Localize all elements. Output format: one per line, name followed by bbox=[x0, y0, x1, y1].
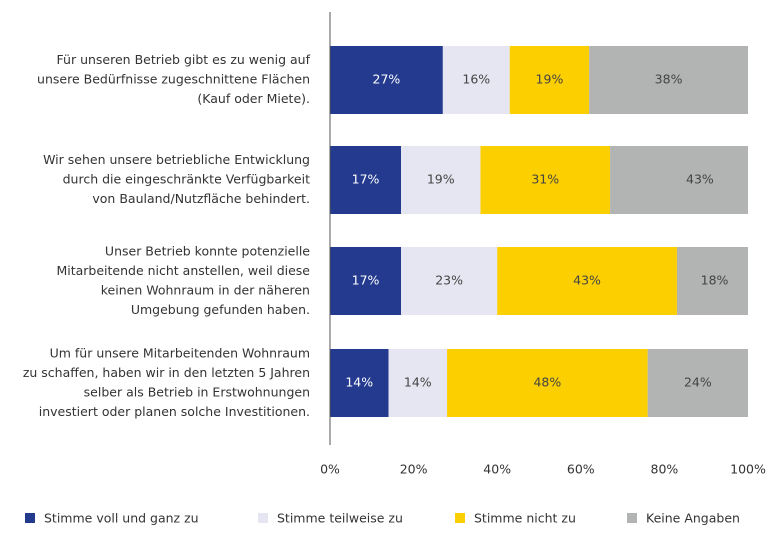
bar-segment bbox=[676, 247, 748, 315]
category-label: Mitarbeitende nicht anstellen, weil dies… bbox=[56, 263, 310, 278]
category-label: zu schaffen, haben wir in den letzten 5 … bbox=[23, 365, 310, 380]
category-label: selber als Betrieb in Erstwohnungen bbox=[84, 384, 310, 399]
category-label: Wir sehen unsere betriebliche Entwicklun… bbox=[43, 152, 310, 167]
value-label: 38% bbox=[655, 72, 683, 87]
legend-label: Keine Angaben bbox=[646, 511, 740, 526]
value-label: 31% bbox=[531, 172, 559, 187]
x-tick-label: 100% bbox=[730, 462, 766, 477]
bar-segment bbox=[330, 349, 389, 417]
bar-segment bbox=[480, 146, 611, 214]
category-label: Unser Betrieb konnte potenzielle bbox=[105, 243, 310, 258]
bar-segment bbox=[647, 349, 748, 417]
bar-segment bbox=[447, 349, 648, 417]
category-label: investiert oder planen solche Investitio… bbox=[39, 404, 310, 419]
category-label: Für unseren Betrieb gibt es zu wenig auf bbox=[57, 52, 311, 67]
category-label: von Bauland/Nutzfläche behindert. bbox=[92, 191, 310, 206]
legend-swatch bbox=[258, 513, 268, 523]
plot-area: 27% 16% 19% 38% 17% 19% 31% 43% 17% 23% 43% 18% 14% 1… bbox=[330, 46, 748, 417]
category-label: keinen Wohnraum in der näheren bbox=[101, 282, 310, 297]
value-label: 27% bbox=[373, 72, 401, 87]
bar-segment bbox=[442, 46, 510, 114]
x-tick-label: 40% bbox=[483, 462, 511, 477]
bar-segment bbox=[610, 146, 748, 214]
legend-label: Stimme voll und ganz zu bbox=[44, 511, 199, 526]
value-label: 48% bbox=[533, 375, 561, 390]
category-label: (Kauf oder Miete). bbox=[197, 91, 310, 106]
value-label: 19% bbox=[427, 172, 455, 187]
legend-swatch bbox=[25, 513, 35, 523]
bar-segment bbox=[589, 46, 748, 114]
bar-segment bbox=[330, 146, 402, 214]
bar-segment bbox=[497, 247, 677, 315]
value-label: 16% bbox=[462, 72, 490, 87]
bar-segment bbox=[330, 247, 402, 315]
category-label: Um für unsere Mitarbeitenden Wohnraum bbox=[50, 345, 310, 360]
value-label: 23% bbox=[435, 273, 463, 288]
legend-label: Stimme teilweise zu bbox=[277, 511, 403, 526]
value-label: 14% bbox=[404, 375, 432, 390]
legend-swatch bbox=[455, 513, 465, 523]
legend-swatch bbox=[627, 513, 637, 523]
bar-segment bbox=[330, 46, 443, 114]
value-label: 43% bbox=[686, 172, 714, 187]
x-tick-label: 80% bbox=[651, 462, 679, 477]
category-label: durch die eingeschränkte Verfügbarkeit bbox=[63, 172, 310, 187]
value-label: 24% bbox=[684, 375, 712, 390]
value-label: 14% bbox=[345, 375, 373, 390]
category-label: Umgebung gefunden haben. bbox=[131, 302, 310, 317]
x-tick-label: 20% bbox=[400, 462, 428, 477]
bar-segment bbox=[388, 349, 448, 417]
legend-label: Stimme nicht zu bbox=[474, 511, 576, 526]
value-label: 17% bbox=[352, 172, 380, 187]
value-label: 19% bbox=[536, 72, 564, 87]
bar-segment bbox=[509, 46, 590, 114]
category-label: unsere Bedürfnisse zugeschnittene Fläche… bbox=[37, 72, 310, 87]
value-label: 43% bbox=[573, 273, 601, 288]
bar-segment bbox=[401, 146, 481, 214]
x-tick-label: 60% bbox=[567, 462, 595, 477]
value-label: 18% bbox=[701, 273, 729, 288]
x-tick-label: 0% bbox=[320, 462, 340, 477]
value-label: 17% bbox=[352, 273, 380, 288]
bar-segment bbox=[401, 247, 498, 315]
